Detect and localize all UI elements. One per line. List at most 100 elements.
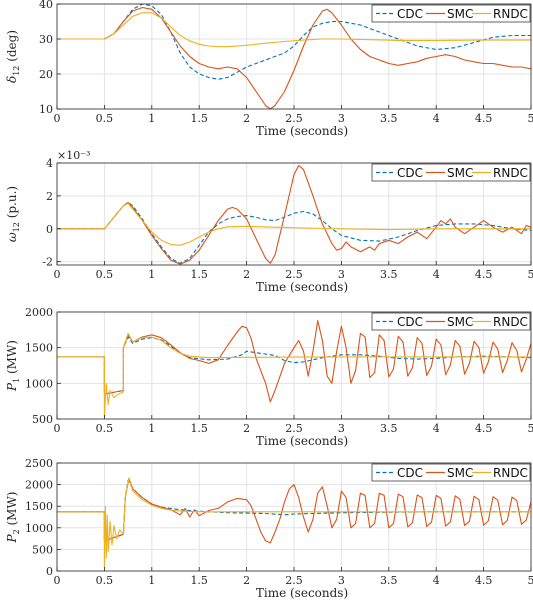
series-line-smc [57, 6, 531, 109]
chart-panel-4: 0 0.5 1 1.5 2 2.5 3 3.5 4 4.5 5 0 500 1000 1500 2000 250… [5, 457, 533, 600]
legend-label-smc: SMC [447, 7, 473, 21]
legend-label-smc: SMC [447, 315, 473, 329]
x-tick-label: 1 [148, 574, 155, 587]
y-axis-label: P1 (MW) [5, 340, 21, 392]
x-tick-label: 4 [433, 268, 440, 281]
series-line-rndc [57, 202, 531, 246]
x-tick-label: 4 [433, 422, 440, 435]
x-axis-label: Time (seconds) [256, 124, 348, 138]
legend-label-rndc: RNDC [493, 315, 528, 329]
y-tick-label: 2000 [25, 479, 53, 492]
y-tick-label: 30 [39, 33, 53, 46]
x-tick-label: 3 [338, 574, 345, 587]
x-tick-label: 3 [338, 422, 345, 435]
x-tick-label: 2.5 [285, 574, 303, 587]
series-line-smc [57, 477, 531, 544]
legend-label-rndc: RNDC [493, 7, 528, 21]
legend-label-smc: SMC [447, 466, 473, 480]
legend: CDC SMC RNDC [371, 4, 531, 23]
y-tick-label: 4 [46, 157, 53, 170]
x-tick-label: 1 [148, 422, 155, 435]
x-tick-label: 3.5 [380, 268, 398, 281]
legend-label-rndc: RNDC [493, 166, 528, 180]
series-line-cdc [57, 201, 531, 264]
x-tick-label: 4 [433, 574, 440, 587]
x-tick-label: 0.5 [96, 268, 114, 281]
legend: CDC SMC RNDC [371, 312, 531, 331]
x-axis-label: Time (seconds) [256, 586, 348, 600]
x-tick-label: 2 [243, 268, 250, 281]
legend-label-cdc: CDC [397, 315, 423, 329]
x-tick-label: 1.5 [190, 422, 208, 435]
y-axis-label: P2 (MW) [5, 492, 21, 544]
y-axis-exponent: ×10⁻³ [57, 149, 90, 162]
x-tick-label: 1 [148, 112, 155, 125]
legend-label-cdc: CDC [397, 466, 423, 480]
legend: CDC SMC RNDC [371, 163, 531, 182]
y-tick-label: 2500 [25, 457, 53, 470]
x-tick-label: 1.5 [190, 268, 208, 281]
series-line-rndc [57, 12, 531, 48]
y-tick-label: 20 [39, 68, 53, 81]
legend-label-cdc: CDC [397, 166, 423, 180]
series-line-smc [57, 164, 531, 265]
x-tick-label: 3 [338, 268, 345, 281]
x-axis-label: Time (seconds) [256, 280, 348, 294]
legend-box [371, 312, 531, 331]
chart-panel-1: 0 0.5 1 1.5 2 2.5 3 3.5 4 4.5 5 10 20 30 40 Time (secon… [5, 0, 533, 138]
y-tick-label: 1000 [25, 377, 53, 390]
x-tick-label: 0 [54, 268, 61, 281]
y-tick-label: 500 [32, 413, 53, 426]
x-tick-label: 0.5 [96, 112, 114, 125]
x-tick-label: 2 [243, 574, 250, 587]
y-tick-label: 1500 [25, 500, 53, 513]
x-tick-label: 2 [243, 112, 250, 125]
x-tick-label: 0 [54, 422, 61, 435]
x-tick-label: 3.5 [380, 574, 398, 587]
x-tick-label: 0 [54, 574, 61, 587]
legend-label-rndc: RNDC [493, 466, 528, 480]
y-tick-label: 40 [39, 0, 53, 11]
y-tick-label: 2 [46, 190, 53, 203]
x-tick-label: 3 [338, 112, 345, 125]
x-tick-label: 1.5 [190, 574, 208, 587]
x-tick-label: 5 [528, 574, 533, 587]
series-line-rndc [57, 332, 531, 418]
x-tick-label: 2.5 [285, 268, 303, 281]
x-tick-label: 2.5 [285, 422, 303, 435]
x-tick-label: 1.5 [190, 112, 208, 125]
legend-box [371, 163, 531, 182]
x-tick-label: 4.5 [475, 574, 493, 587]
x-tick-label: 0.5 [96, 422, 114, 435]
y-tick-label: 1500 [25, 342, 53, 355]
x-axis-label: Time (seconds) [256, 434, 348, 448]
x-tick-label: 4.5 [475, 268, 493, 281]
x-tick-label: 2 [243, 422, 250, 435]
y-tick-label: 2000 [25, 306, 53, 319]
y-axis-label: δ12 (deg) [5, 30, 21, 83]
series-line-cdc [57, 336, 531, 395]
x-tick-label: 5 [528, 112, 533, 125]
y-tick-label: 1000 [25, 522, 53, 535]
x-tick-label: 4.5 [475, 112, 493, 125]
y-tick-label: 0 [46, 565, 53, 578]
y-tick-label: 0 [46, 223, 53, 236]
legend-label-cdc: CDC [397, 7, 423, 21]
x-tick-label: 3.5 [380, 112, 398, 125]
series-line-rndc [57, 477, 531, 568]
x-tick-label: 1 [148, 268, 155, 281]
x-tick-label: 5 [528, 422, 533, 435]
x-tick-label: 5 [528, 268, 533, 281]
legend-box [371, 463, 531, 482]
x-tick-label: 0 [54, 112, 61, 125]
y-tick-label: 10 [39, 103, 53, 116]
x-tick-label: 3.5 [380, 422, 398, 435]
chart-panel-3: 0 0.5 1 1.5 2 2.5 3 3.5 4 4.5 5 500 1000 1500 2000 Time… [5, 306, 533, 448]
y-tick-label: 500 [32, 543, 53, 556]
x-tick-label: 2.5 [285, 112, 303, 125]
series-line-cdc [57, 4, 531, 80]
legend-box [371, 4, 531, 23]
x-tick-label: 0.5 [96, 574, 114, 587]
